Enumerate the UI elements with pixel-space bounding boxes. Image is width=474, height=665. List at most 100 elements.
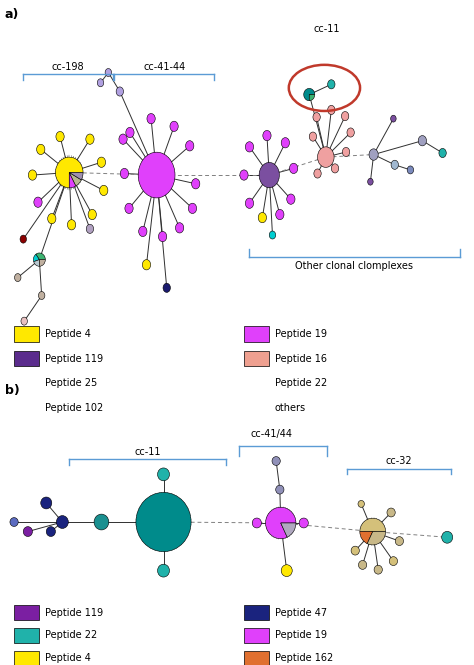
- Ellipse shape: [318, 147, 334, 168]
- Ellipse shape: [342, 148, 350, 156]
- Ellipse shape: [276, 209, 284, 219]
- Text: cc-41-44: cc-41-44: [143, 61, 185, 72]
- Ellipse shape: [246, 142, 254, 152]
- Text: Peptide 22: Peptide 22: [45, 630, 97, 640]
- Ellipse shape: [56, 515, 68, 529]
- Ellipse shape: [157, 468, 170, 481]
- Ellipse shape: [391, 160, 399, 170]
- Ellipse shape: [358, 501, 365, 507]
- Ellipse shape: [28, 170, 36, 180]
- Wedge shape: [55, 157, 83, 188]
- Ellipse shape: [281, 565, 292, 577]
- Text: Peptide 102: Peptide 102: [45, 403, 103, 413]
- Wedge shape: [69, 172, 83, 180]
- Wedge shape: [367, 531, 385, 545]
- Ellipse shape: [157, 564, 170, 577]
- Ellipse shape: [191, 179, 200, 189]
- Wedge shape: [36, 253, 46, 259]
- Ellipse shape: [407, 166, 414, 174]
- Ellipse shape: [246, 198, 254, 208]
- Ellipse shape: [369, 149, 378, 160]
- FancyBboxPatch shape: [244, 628, 269, 642]
- Text: a): a): [5, 9, 19, 21]
- FancyBboxPatch shape: [244, 605, 269, 620]
- Ellipse shape: [15, 273, 21, 281]
- FancyBboxPatch shape: [14, 376, 39, 391]
- Ellipse shape: [163, 283, 170, 293]
- Wedge shape: [281, 523, 296, 537]
- Ellipse shape: [347, 128, 354, 137]
- Ellipse shape: [10, 517, 18, 527]
- Text: Peptide 16: Peptide 16: [275, 354, 327, 364]
- Ellipse shape: [290, 163, 298, 174]
- Ellipse shape: [188, 203, 197, 213]
- Ellipse shape: [259, 162, 279, 188]
- Ellipse shape: [263, 130, 271, 141]
- Ellipse shape: [36, 144, 45, 154]
- Ellipse shape: [442, 531, 453, 543]
- Ellipse shape: [88, 209, 96, 219]
- Ellipse shape: [186, 141, 194, 151]
- Ellipse shape: [252, 518, 262, 528]
- Ellipse shape: [21, 317, 27, 325]
- Ellipse shape: [97, 78, 104, 86]
- Ellipse shape: [142, 259, 151, 270]
- Ellipse shape: [358, 561, 367, 569]
- FancyBboxPatch shape: [244, 351, 269, 366]
- FancyBboxPatch shape: [14, 628, 39, 642]
- Wedge shape: [309, 94, 315, 100]
- Text: cc-32: cc-32: [386, 456, 412, 466]
- Wedge shape: [360, 518, 385, 531]
- Ellipse shape: [56, 132, 64, 142]
- Ellipse shape: [105, 68, 111, 76]
- Ellipse shape: [120, 168, 128, 179]
- Text: Peptide 119: Peptide 119: [45, 354, 103, 364]
- Text: Peptide 25: Peptide 25: [45, 378, 97, 388]
- FancyBboxPatch shape: [244, 376, 269, 391]
- Ellipse shape: [158, 231, 167, 241]
- Ellipse shape: [38, 291, 45, 299]
- Text: Other clonal clomplexes: Other clonal clomplexes: [295, 261, 413, 271]
- Text: Peptide 19: Peptide 19: [275, 630, 327, 640]
- Wedge shape: [39, 259, 46, 266]
- FancyBboxPatch shape: [14, 400, 39, 416]
- Text: Peptide 4: Peptide 4: [45, 329, 91, 339]
- Text: Peptide 4: Peptide 4: [45, 653, 91, 663]
- Ellipse shape: [139, 226, 147, 237]
- Ellipse shape: [299, 518, 308, 528]
- FancyBboxPatch shape: [244, 327, 269, 342]
- Ellipse shape: [328, 105, 335, 114]
- FancyBboxPatch shape: [14, 651, 39, 665]
- Text: others: others: [275, 403, 306, 413]
- Ellipse shape: [46, 527, 55, 537]
- FancyBboxPatch shape: [244, 651, 269, 665]
- FancyBboxPatch shape: [14, 327, 39, 342]
- Ellipse shape: [281, 138, 290, 148]
- Wedge shape: [33, 254, 39, 262]
- Ellipse shape: [94, 514, 109, 530]
- Ellipse shape: [276, 485, 284, 494]
- Wedge shape: [34, 259, 39, 266]
- Text: Peptide 22: Peptide 22: [275, 378, 327, 388]
- Ellipse shape: [313, 112, 320, 122]
- Ellipse shape: [374, 565, 383, 574]
- Ellipse shape: [86, 224, 94, 233]
- FancyBboxPatch shape: [14, 351, 39, 366]
- Wedge shape: [304, 88, 315, 100]
- Ellipse shape: [126, 128, 134, 138]
- Ellipse shape: [272, 457, 280, 465]
- Ellipse shape: [138, 152, 175, 198]
- Ellipse shape: [351, 546, 359, 555]
- Wedge shape: [265, 507, 296, 539]
- Ellipse shape: [116, 87, 124, 96]
- Wedge shape: [360, 531, 373, 543]
- Text: Peptide 162: Peptide 162: [275, 653, 333, 663]
- Ellipse shape: [136, 492, 191, 552]
- Ellipse shape: [387, 508, 395, 517]
- Text: b): b): [5, 384, 19, 397]
- Ellipse shape: [100, 186, 108, 196]
- Ellipse shape: [439, 148, 446, 158]
- Text: cc-198: cc-198: [52, 61, 84, 72]
- Ellipse shape: [125, 203, 133, 213]
- Ellipse shape: [34, 197, 42, 207]
